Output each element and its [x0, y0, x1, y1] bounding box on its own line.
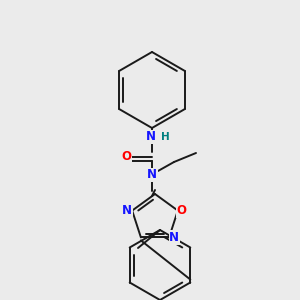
Text: N: N: [169, 231, 179, 244]
Text: N: N: [147, 169, 157, 182]
Text: N: N: [146, 130, 156, 143]
Text: O: O: [121, 151, 131, 164]
Text: H: H: [160, 132, 169, 142]
Text: O: O: [177, 204, 187, 217]
Text: N: N: [122, 204, 132, 217]
